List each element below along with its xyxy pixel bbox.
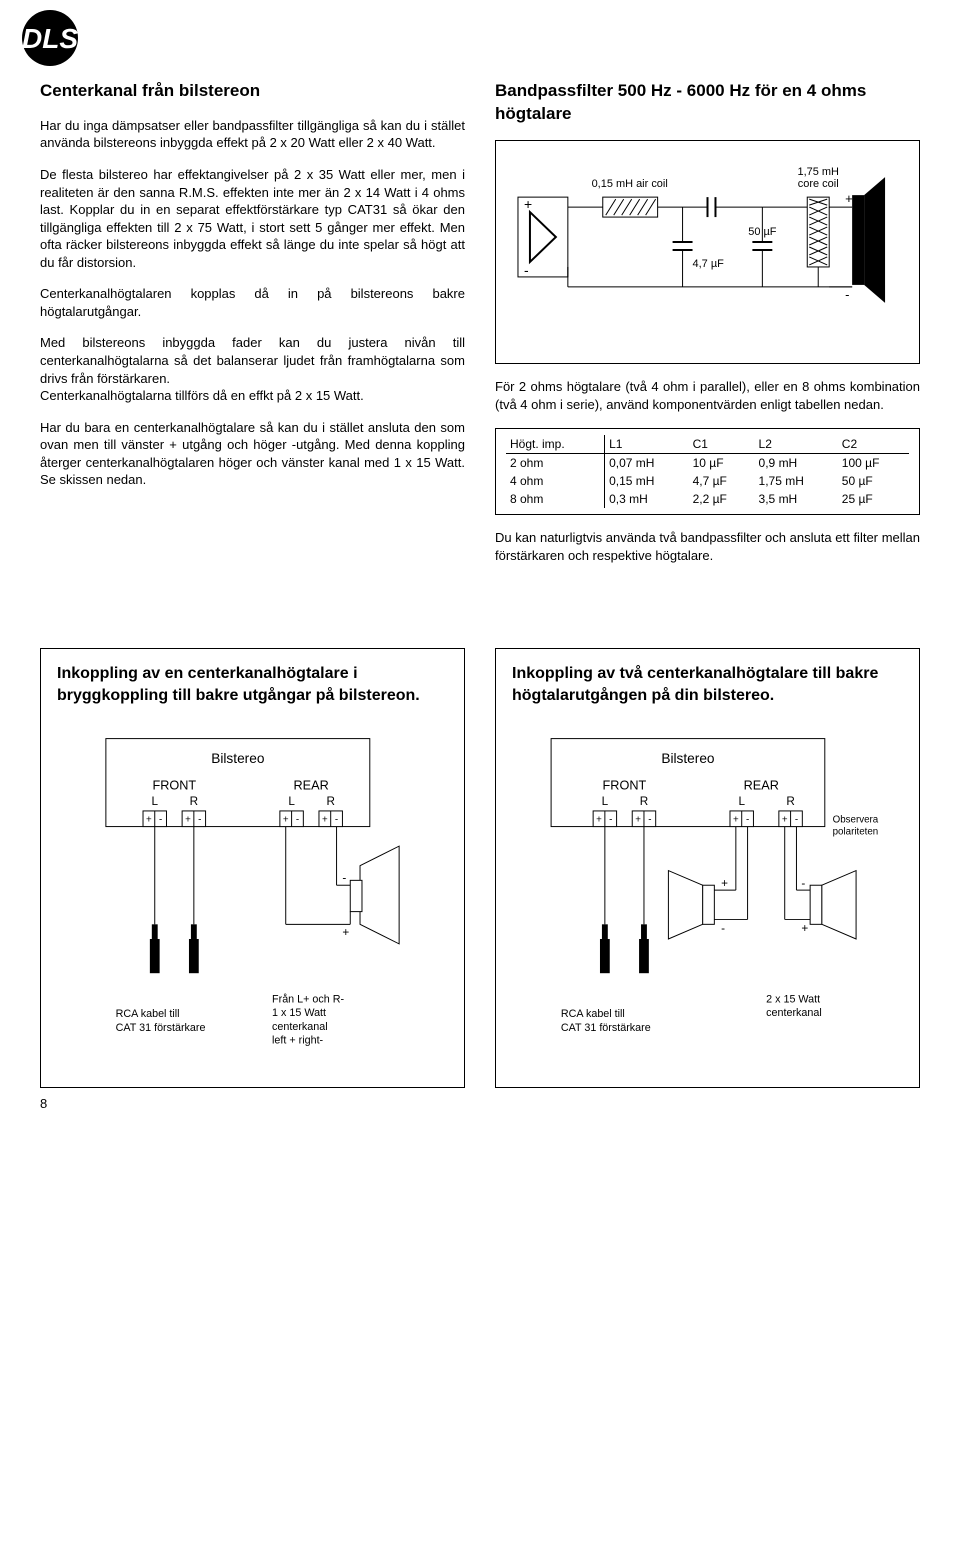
svg-text:L: L (738, 795, 745, 808)
svg-text:Observera: Observera (833, 814, 879, 825)
svg-text:1,75 mH: 1,75 mH (797, 166, 839, 178)
svg-text:CAT 31 förstärkare: CAT 31 förstärkare (561, 1021, 651, 1033)
impedance-table: Högt. imp.L1C1L2C2 2 ohm0,07 mH10 µF0,9 … (495, 428, 920, 516)
svg-text:1 x 15 Watt: 1 x 15 Watt (272, 1007, 326, 1019)
svg-text:+: + (342, 926, 349, 939)
svg-text:-: - (801, 877, 805, 890)
svg-text:0,15 mH air coil: 0,15 mH air coil (592, 178, 668, 190)
svg-text:+: + (524, 196, 532, 212)
svg-text:L: L (602, 795, 609, 808)
right-after: Du kan naturligtvis använda två bandpass… (495, 529, 920, 564)
page-number: 8 (40, 1095, 47, 1113)
svg-text:+: + (721, 877, 728, 890)
svg-text:Från L+ och R-: Från L+ och R- (272, 993, 344, 1005)
svg-text:FRONT: FRONT (152, 778, 196, 792)
svg-text:+: + (322, 814, 328, 825)
svg-text:R: R (786, 795, 794, 808)
left-p6: Har du bara en centerkanalhögtalare så k… (40, 419, 465, 489)
svg-text:50 µF: 50 µF (748, 226, 777, 238)
panel-right-heading: Inkoppling av två centerkanalhögtalare t… (512, 663, 903, 706)
dls-logo: DLS (20, 8, 80, 68)
svg-text:-: - (721, 922, 725, 935)
lower-panels: Inkoppling av en centerkanalhögtalare i … (40, 648, 920, 1088)
panel-two-speakers: Inkoppling av två centerkanalhögtalare t… (495, 648, 920, 1088)
diagram-bridge: Bilstereo FRONT REAR L R L R +- +- (57, 725, 448, 1065)
right-heading: Bandpassfilter 500 Hz - 6000 Hz för en 4… (495, 80, 920, 126)
svg-text:RCA kabel till: RCA kabel till (116, 1008, 180, 1020)
svg-text:FRONT: FRONT (603, 778, 647, 792)
svg-text:+: + (782, 814, 788, 825)
svg-text:2 x 15 Watt: 2 x 15 Watt (766, 993, 820, 1005)
svg-text:L: L (151, 795, 158, 808)
svg-text:REAR: REAR (294, 778, 329, 792)
page: DLS Centerkanal från bilstereon Har du i… (0, 0, 960, 1118)
svg-text:+: + (596, 814, 602, 825)
svg-text:R: R (326, 795, 334, 808)
svg-text:+: + (283, 814, 289, 825)
svg-text:-: - (746, 814, 749, 825)
svg-text:DLS: DLS (22, 23, 78, 54)
left-p2: De flesta bilstereo har effektangivelser… (40, 166, 465, 271)
svg-text:Bilstereo: Bilstereo (661, 751, 715, 766)
svg-text:4,7 µF: 4,7 µF (693, 258, 725, 270)
svg-text:+: + (635, 814, 641, 825)
svg-text:L: L (288, 795, 295, 808)
left-p45: Med bilstereons inbyggda fader kan du ju… (40, 334, 465, 404)
svg-text:Bilstereo: Bilstereo (211, 751, 265, 766)
svg-text:+: + (801, 922, 808, 935)
svg-text:left + right-: left + right- (272, 1034, 324, 1046)
svg-text:-: - (296, 814, 299, 825)
svg-text:centerkanal: centerkanal (766, 1007, 822, 1019)
right-note: För 2 ohms högtalare (två 4 ohm i parall… (495, 378, 920, 413)
svg-text:-: - (609, 814, 612, 825)
svg-text:-: - (524, 262, 529, 278)
svg-text:+: + (146, 814, 152, 825)
svg-text:-: - (648, 814, 651, 825)
panel-bridge: Inkoppling av en centerkanalhögtalare i … (40, 648, 465, 1088)
svg-text:R: R (640, 795, 648, 808)
svg-text:-: - (159, 814, 162, 825)
left-p3: Centerkanalhögtalaren kopplas då in på b… (40, 285, 465, 320)
svg-text:REAR: REAR (744, 778, 779, 792)
svg-text:CAT 31 förstärkare: CAT 31 förstärkare (116, 1021, 206, 1033)
svg-text:centerkanal: centerkanal (272, 1020, 328, 1032)
svg-text:core coil: core coil (798, 178, 839, 190)
svg-text:-: - (795, 814, 798, 825)
svg-text:-: - (342, 871, 346, 884)
svg-text:+: + (185, 814, 191, 825)
upper-columns: Centerkanal från bilstereon Har du inga … (40, 80, 920, 578)
svg-text:RCA kabel till: RCA kabel till (561, 1008, 625, 1020)
svg-text:polariteten: polariteten (833, 826, 879, 837)
left-p1: Har du inga dämpsatser eller bandpassfil… (40, 117, 465, 152)
panel-left-heading: Inkoppling av en centerkanalhögtalare i … (57, 663, 448, 706)
right-column: Bandpassfilter 500 Hz - 6000 Hz för en 4… (495, 80, 920, 578)
svg-text:+: + (845, 191, 853, 206)
svg-text:R: R (190, 795, 198, 808)
svg-text:-: - (845, 287, 849, 302)
svg-text:-: - (335, 814, 338, 825)
bandpass-circuit: + - 0,15 mH air coil (495, 140, 920, 365)
left-heading: Centerkanal från bilstereon (40, 80, 465, 103)
svg-text:-: - (198, 814, 201, 825)
diagram-two: Bilstereo FRONT REAR L R L R +- +- +- (512, 725, 903, 1065)
left-column: Centerkanal från bilstereon Har du inga … (40, 80, 465, 578)
svg-text:+: + (733, 814, 739, 825)
